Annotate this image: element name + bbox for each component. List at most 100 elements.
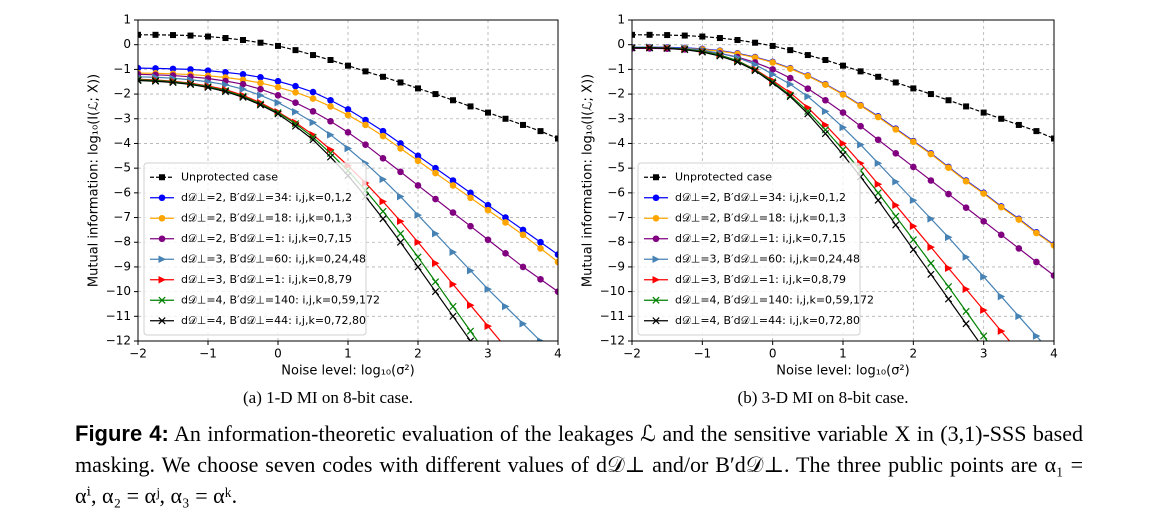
marker: [945, 264, 953, 272]
marker: [432, 259, 440, 268]
x-tick-label: 4: [554, 347, 562, 361]
marker: [892, 79, 899, 86]
marker: [786, 80, 795, 88]
marker: [327, 96, 334, 104]
x-tick-label: 3: [484, 347, 492, 361]
marker: [186, 80, 195, 89]
marker: [362, 141, 369, 148]
marker: [652, 214, 660, 222]
marker: [292, 47, 299, 54]
marker: [537, 385, 545, 393]
marker: [449, 182, 457, 189]
marker: [502, 302, 510, 311]
marker: [980, 273, 988, 281]
marker: [274, 98, 282, 107]
marker: [502, 115, 509, 122]
marker: [786, 74, 794, 82]
x-tick-label: 0: [274, 347, 282, 361]
marker: [652, 235, 660, 243]
y-tick-label: −8: [607, 235, 625, 249]
marker: [414, 263, 422, 271]
marker: [275, 42, 281, 49]
marker: [769, 70, 777, 79]
marker: [1050, 272, 1054, 279]
marker: [910, 85, 917, 92]
marker: [449, 280, 457, 289]
marker: [892, 126, 900, 133]
marker: [733, 58, 742, 66]
legend-label: d𝒟⊥=3, B′d𝒟⊥=1: i,j,k=0,8,79: [675, 273, 846, 286]
marker: [397, 217, 405, 226]
marker: [502, 214, 509, 221]
marker: [663, 44, 671, 53]
marker: [432, 195, 439, 203]
marker: [222, 69, 229, 76]
marker: [537, 128, 544, 135]
marker: [450, 97, 456, 104]
marker: [645, 44, 654, 52]
marker: [804, 110, 812, 118]
marker: [449, 177, 457, 184]
y-tick-label: −1: [607, 62, 625, 76]
marker: [520, 402, 526, 408]
legend-label: d𝒟⊥=3, B′d𝒟⊥=60: i,j,k=0,24,48: [675, 252, 860, 265]
marker: [397, 168, 404, 176]
marker: [804, 52, 811, 59]
marker: [292, 108, 300, 116]
marker: [326, 153, 335, 161]
marker: [1015, 312, 1023, 321]
marker: [962, 177, 970, 185]
marker: [397, 145, 404, 152]
y-tick-label: −6: [607, 185, 625, 199]
y-tick-label: −6: [113, 185, 131, 199]
y-tick-label: −9: [113, 259, 131, 273]
marker: [138, 76, 142, 85]
marker: [240, 37, 246, 44]
marker: [857, 122, 864, 130]
y-tick-label: −2: [607, 87, 625, 101]
marker: [716, 52, 724, 60]
marker: [652, 296, 660, 304]
marker: [874, 136, 882, 144]
marker: [839, 109, 847, 116]
marker: [204, 67, 212, 74]
y-tick-label: −5: [607, 161, 625, 175]
marker: [467, 189, 474, 197]
marker: [222, 35, 229, 42]
plot-frame: [137, 19, 559, 342]
marker: [892, 221, 900, 229]
marker: [927, 214, 935, 223]
marker: [892, 177, 900, 186]
marker: [1051, 390, 1059, 398]
marker: [158, 214, 166, 222]
marker: [945, 190, 952, 198]
marker: [822, 81, 829, 88]
marker: [804, 72, 812, 80]
y-tick-label: −4: [113, 136, 131, 150]
marker: [431, 278, 440, 286]
y-tick-label: −2: [113, 87, 131, 101]
marker: [769, 79, 777, 87]
marker: [502, 377, 508, 383]
marker: [274, 83, 282, 91]
marker: [221, 87, 230, 96]
marker: [274, 110, 282, 118]
marker: [998, 358, 1004, 364]
caption-label: Figure 4:: [75, 421, 169, 446]
marker: [963, 103, 970, 110]
marker: [945, 164, 952, 171]
marker: [927, 177, 935, 184]
marker: [414, 182, 422, 189]
marker: [874, 189, 882, 197]
legend-label: d𝒟⊥=2, B′d𝒟⊥=34: i,j,k=0,1,2: [675, 191, 846, 204]
legend-label: d𝒟⊥=2, B′d𝒟⊥=18: i,j,k=0,1,3: [675, 211, 846, 224]
marker: [344, 106, 352, 113]
y-tick-label: 1: [123, 13, 131, 27]
marker: [1015, 348, 1023, 356]
marker: [466, 327, 475, 335]
marker: [909, 236, 917, 244]
subfigure-caption: (a) 1-D MI on 8-bit case.: [243, 388, 413, 407]
marker: [467, 194, 474, 202]
marker: [310, 52, 316, 59]
marker: [396, 238, 405, 246]
